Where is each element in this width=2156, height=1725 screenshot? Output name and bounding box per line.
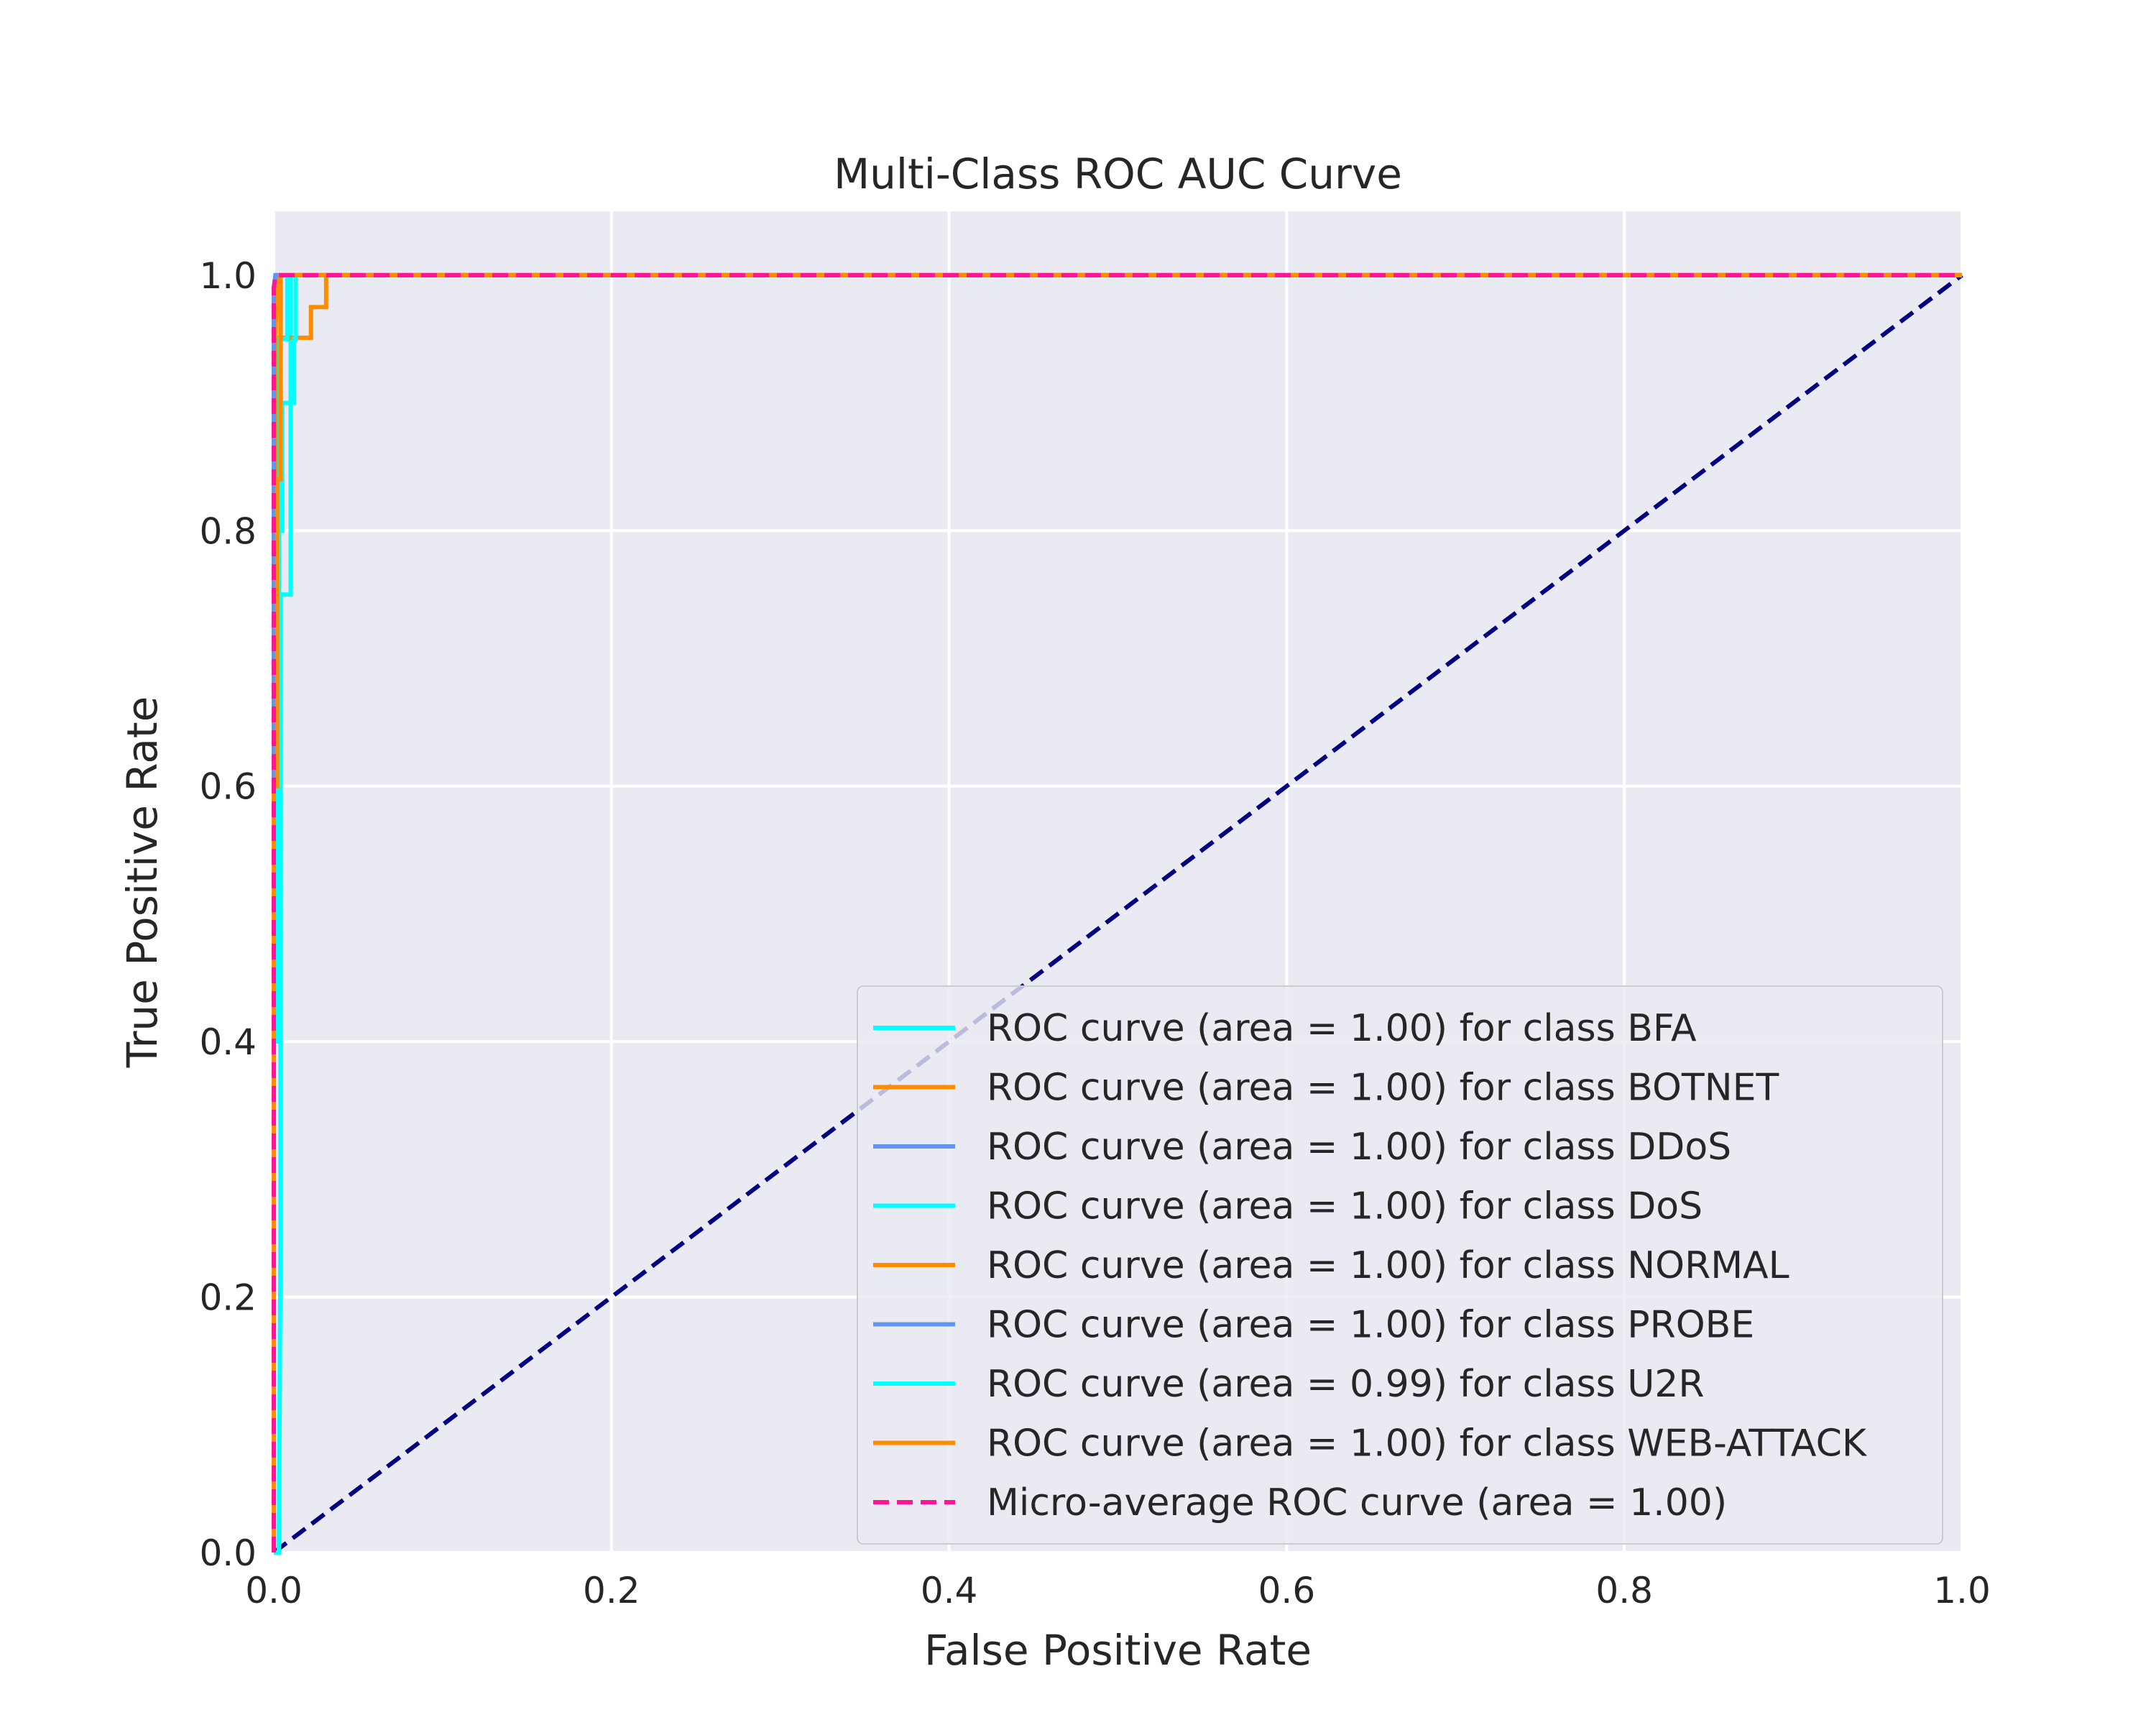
legend-label: ROC curve (area = 1.00) for class NORMAL: [987, 1244, 1789, 1287]
chart-title: Multi-Class ROC AUC Curve: [834, 150, 1402, 198]
y-tick-label: 1.0: [199, 255, 257, 297]
x-tick-label: 0.4: [921, 1570, 978, 1611]
legend-label: Micro-average ROC curve (area = 1.00): [987, 1481, 1727, 1524]
legend-label: ROC curve (area = 1.00) for class PROBE: [987, 1304, 1754, 1347]
y-axis-label: True Positive Rate: [118, 696, 167, 1069]
y-tick-label: 0.4: [199, 1021, 257, 1063]
legend-label: ROC curve (area = 1.00) for class DDoS: [987, 1126, 1731, 1169]
tick-labels: 0.0 0.2 0.4 0.6 0.8 1.0 0.0 0.2 0.4 0.6 0.8 1.0: [199, 255, 1990, 1611]
legend: ROC curve (area = 1.00) for class BFA ROC…: [857, 985, 1943, 1545]
legend-box: [857, 985, 1943, 1545]
roc-series-line-6: [274, 272, 1962, 1555]
x-tick-label: 0.2: [583, 1570, 640, 1611]
series-layer: [272, 272, 1963, 1555]
y-tick-label: 0.2: [199, 1277, 257, 1319]
legend-label: ROC curve (area = 1.00) for class BOTNET: [987, 1067, 1779, 1110]
x-tick-label: 0.6: [1258, 1570, 1316, 1611]
x-axis-label: False Positive Rate: [924, 1626, 1312, 1675]
x-tick-label: 1.0: [1933, 1570, 1991, 1611]
chance-diagonal-line: [272, 273, 1963, 1555]
legend-label: ROC curve (area = 1.00) for class DoS: [987, 1185, 1703, 1228]
x-tick-label: 0.8: [1595, 1570, 1653, 1611]
y-tick-label: 0.6: [199, 766, 257, 808]
x-tick-label: 0.0: [245, 1570, 303, 1611]
legend-label: ROC curve (area = 0.99) for class U2R: [987, 1363, 1705, 1406]
y-tick-label: 0.8: [199, 510, 257, 552]
legend-label: ROC curve (area = 1.00) for class BFA: [987, 1007, 1697, 1050]
legend-label: ROC curve (area = 1.00) for class WEB-AT…: [987, 1422, 1868, 1466]
y-tick-label: 0.0: [199, 1532, 257, 1574]
roc-series-line-8: [272, 272, 1962, 1552]
